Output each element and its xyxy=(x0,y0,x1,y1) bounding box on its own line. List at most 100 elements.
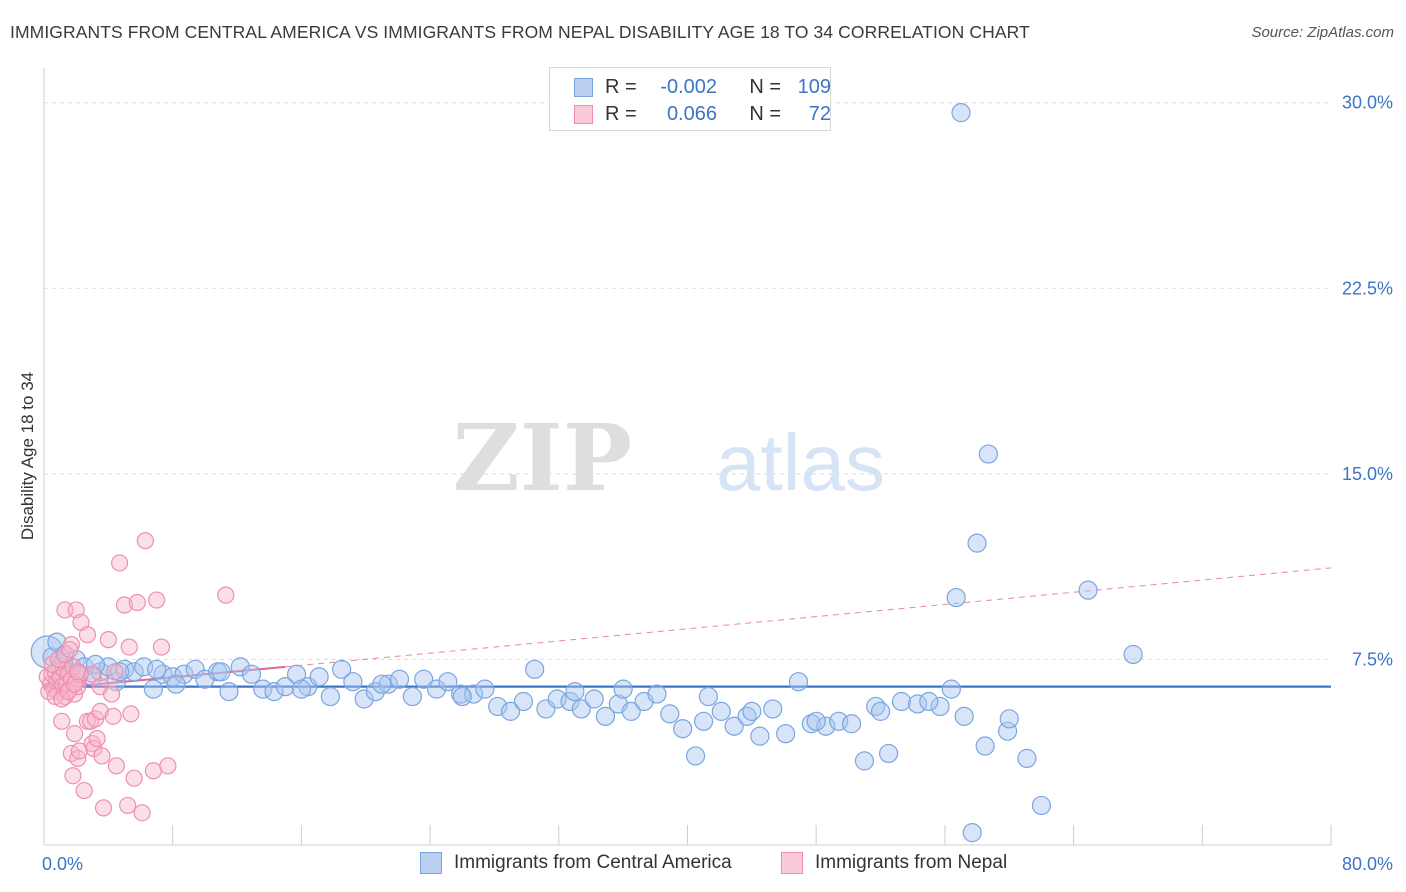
axes xyxy=(43,68,1332,846)
point-central-america xyxy=(870,701,891,721)
point-central-america xyxy=(124,662,144,682)
point-nepal xyxy=(61,640,79,659)
point-central-america xyxy=(219,681,239,702)
point-central-america xyxy=(166,674,186,694)
swatch-nepal xyxy=(574,104,593,124)
point-central-america xyxy=(110,662,130,682)
point-nepal xyxy=(104,707,122,725)
point-central-america xyxy=(776,724,796,744)
point-central-america xyxy=(613,679,633,699)
point-central-america xyxy=(560,691,580,712)
point-central-america xyxy=(438,672,458,692)
point-central-america xyxy=(275,677,295,697)
point-central-america xyxy=(595,706,616,726)
point-nepal xyxy=(53,712,71,730)
point-central-america xyxy=(452,686,472,707)
point-central-america xyxy=(332,659,352,679)
point-central-america xyxy=(414,669,434,689)
gridlines xyxy=(44,102,1331,660)
y-tick-label: 7.5% xyxy=(1352,649,1393,669)
point-central-america xyxy=(211,662,231,682)
point-nepal xyxy=(78,626,97,644)
point-nepal xyxy=(99,631,117,649)
point-central-america xyxy=(85,654,106,674)
point-nepal xyxy=(159,757,177,775)
point-central-america xyxy=(999,709,1019,729)
y-tick-label: 22.5% xyxy=(1342,278,1393,298)
legend-item-nepal[interactable]: Immigrants from Nepal xyxy=(781,852,1007,874)
point-central-america xyxy=(975,736,995,756)
point-central-america xyxy=(841,714,862,734)
point-central-america xyxy=(930,696,950,717)
point-central-america xyxy=(463,684,484,704)
point-nepal xyxy=(93,747,111,765)
n-label: N = xyxy=(749,102,781,125)
point-central-america xyxy=(488,696,508,717)
point-central-america xyxy=(286,664,307,684)
point-nepal xyxy=(75,781,93,800)
point-central-america xyxy=(724,716,744,736)
tick-labels: 7.5% 15.0% 22.5% 30.0% 0.0% 80.0% xyxy=(42,93,1393,874)
watermark-zip: ZIP xyxy=(453,404,632,512)
point-nepal xyxy=(83,665,101,683)
point-nepal xyxy=(152,638,171,656)
x-tick-label: 0.0% xyxy=(42,854,83,874)
point-nepal xyxy=(148,591,166,609)
point-central-america xyxy=(854,751,875,771)
trend-lines xyxy=(43,567,1332,691)
point-central-america xyxy=(750,726,770,746)
point-nepal xyxy=(65,725,84,743)
point-central-america xyxy=(264,681,284,702)
point-central-america xyxy=(711,701,731,721)
point-nepal xyxy=(91,702,109,720)
point-central-america xyxy=(402,686,423,707)
point-central-america xyxy=(763,699,783,719)
point-nepal xyxy=(217,586,235,604)
point-central-america xyxy=(951,103,971,123)
point-central-america xyxy=(806,711,826,731)
point-central-america xyxy=(967,533,987,553)
point-central-america xyxy=(174,664,194,684)
watermark-atlas: atlas xyxy=(716,418,885,507)
point-central-america xyxy=(698,686,719,707)
point-central-america xyxy=(513,691,534,712)
n-label: N = xyxy=(749,75,781,98)
stats-row-central-america: R = -0.002 N = 109 xyxy=(574,76,831,98)
legend-label-central-america: Immigrants from Central America xyxy=(454,852,732,873)
point-central-america xyxy=(241,664,262,684)
point-nepal xyxy=(106,663,124,681)
chart-legend: Immigrants from Central America Immigran… xyxy=(0,852,1406,878)
point-central-america xyxy=(647,684,667,704)
point-central-america xyxy=(372,674,392,694)
point-central-america xyxy=(343,672,363,692)
n-value-central-america: 109 xyxy=(797,75,831,98)
point-central-america xyxy=(354,689,374,709)
point-central-america xyxy=(685,746,706,766)
n-value-nepal: 72 xyxy=(808,102,831,125)
point-nepal xyxy=(133,804,151,822)
point-nepal xyxy=(122,705,140,723)
point-central-america xyxy=(185,659,205,679)
point-central-america xyxy=(230,657,250,677)
point-central-america xyxy=(946,587,966,608)
y-tick-label: 30.0% xyxy=(1342,93,1393,113)
point-central-america xyxy=(389,669,410,689)
point-central-america xyxy=(571,699,591,719)
legend-item-central-america[interactable]: Immigrants from Central America xyxy=(420,852,732,874)
stats-box: R = -0.002 N = 109 R = 0.066 N = 72 xyxy=(549,67,831,131)
trend-line-nepal xyxy=(43,665,286,691)
point-nepal xyxy=(136,532,154,550)
point-nepal xyxy=(94,799,113,817)
r-label: R = xyxy=(605,75,637,98)
point-central-america xyxy=(742,701,762,721)
point-central-america xyxy=(891,691,912,712)
r-value-central-america: -0.002 xyxy=(660,75,717,98)
legend-swatch-central-america xyxy=(420,852,442,874)
x-tick-label: 80.0% xyxy=(1342,854,1393,874)
point-central-america xyxy=(954,706,974,726)
stats-row-nepal: R = 0.066 N = 72 xyxy=(574,103,831,125)
point-central-america xyxy=(907,694,928,714)
point-central-america xyxy=(878,743,899,764)
swatch-central-america xyxy=(574,77,593,97)
point-nepal xyxy=(64,767,82,785)
